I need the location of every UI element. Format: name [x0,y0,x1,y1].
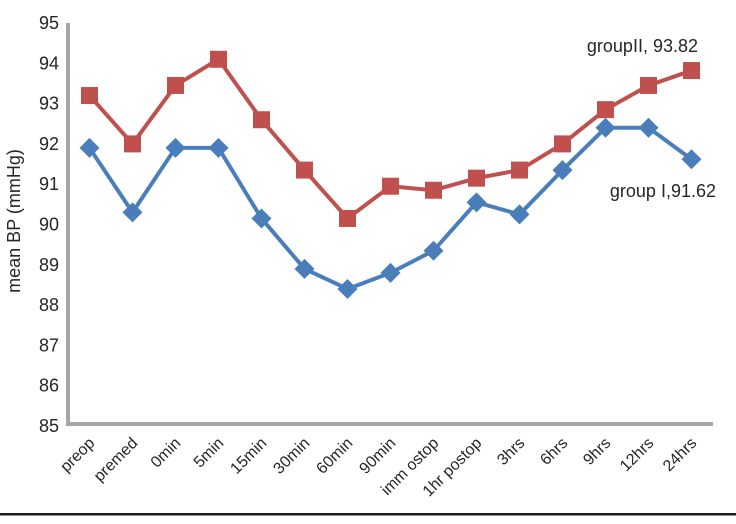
data-point-diamond-group-i [638,117,659,138]
x-tick-label: 15min [227,435,270,478]
x-tick-label: preop [57,435,98,476]
data-point-diamond-group-i [165,137,186,158]
x-tick-label: 0min [148,435,185,472]
data-point-square-group-ii [425,181,442,199]
data-point-diamond-group-i [509,204,530,225]
data-point-square-group-ii [597,101,614,119]
axis-lines [66,23,713,426]
y-tick-label: 93 [39,94,59,114]
y-tick-label: 85 [39,416,59,436]
data-point-diamond-group-i [122,202,143,223]
y-tick-label: 90 [39,215,59,235]
y-tick-label: 87 [39,335,59,355]
data-point-square-group-ii [124,135,141,153]
data-point-diamond-group-i [423,240,444,261]
series-data-label-group-ii: groupII, 93.82 [587,36,698,56]
data-point-diamond-group-i [294,258,315,279]
data-point-square-group-ii [468,169,485,187]
bottom-rule [0,513,736,516]
data-point-diamond-group-i [79,137,100,158]
y-tick-label: 91 [39,174,59,194]
data-point-square-group-ii [210,50,227,68]
data-point-diamond-group-i [595,117,616,138]
data-point-square-group-ii [382,177,399,195]
x-tick-label: 5min [191,435,228,472]
data-point-square-group-ii [511,161,528,179]
x-tick-label: 3hrs [494,435,528,469]
y-tick-label: 95 [39,13,59,33]
y-tick-label: 92 [39,134,59,154]
data-point-diamond-group-i [380,262,401,283]
data-point-square-group-ii [339,209,356,227]
x-tick-label: 6hrs [537,435,571,469]
y-tick-label: 88 [39,295,59,315]
y-tick-label: 89 [39,255,59,275]
data-point-diamond-group-i [337,278,358,299]
y-tick-label: 94 [39,53,59,73]
data-point-square-group-ii [683,62,700,80]
x-tick-label: 24hrs [660,435,700,475]
data-point-diamond-group-i [208,137,229,158]
data-point-square-group-ii [554,135,571,153]
data-point-square-group-ii [253,111,270,129]
x-tick-label: 12hrs [617,435,657,475]
data-point-square-group-ii [81,87,98,105]
data-point-diamond-group-i [552,160,573,181]
x-tick-label: 9hrs [580,435,614,469]
x-tick-label: 60min [313,435,356,478]
x-tick-label: 30min [270,435,313,478]
data-point-diamond-group-i [466,192,487,213]
x-tick-label: premed [91,435,141,485]
series-data-label-group-i: group I,91.62 [610,181,716,201]
y-axis-title: mean BP (mmHg) [4,149,24,293]
data-point-square-group-ii [167,76,184,94]
data-point-diamond-group-i [251,208,272,229]
data-point-square-group-ii [640,76,657,94]
data-point-diamond-group-i [681,149,702,170]
y-tick-label: 86 [39,376,59,396]
data-point-square-group-ii [296,161,313,179]
